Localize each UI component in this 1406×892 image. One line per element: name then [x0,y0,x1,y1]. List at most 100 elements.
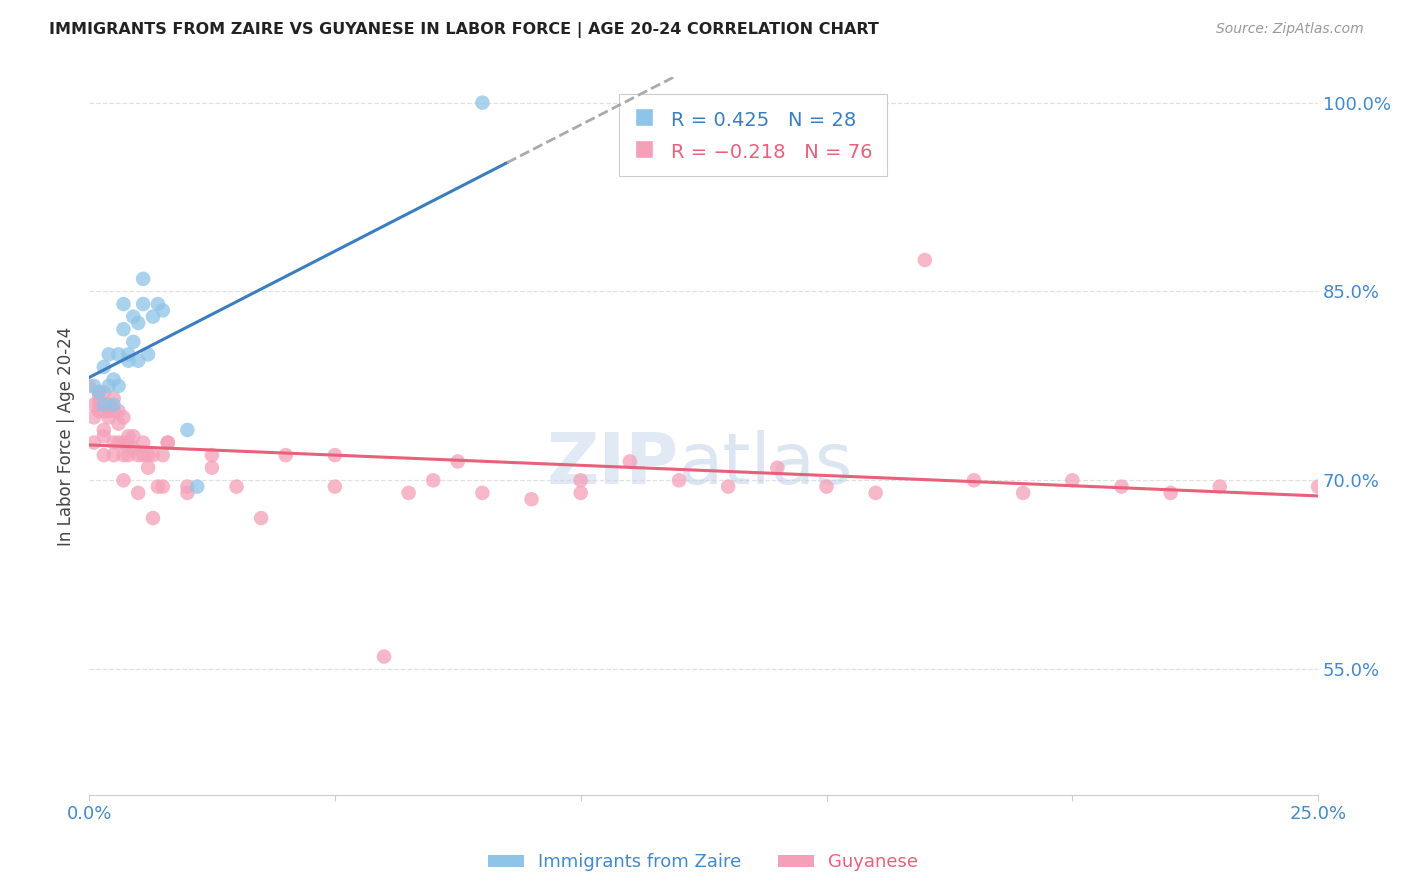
Point [1012,486,1035,500]
Point [127,353,149,368]
Point [93,448,115,462]
Point [93,385,115,400]
Point [83,398,105,412]
Point [717,480,740,494]
Point [152,480,174,494]
Point [152,448,174,462]
Point [323,448,346,462]
Point [136,460,159,475]
Point [132,448,155,462]
Point [201,460,224,475]
Point [83,410,105,425]
Point [132,297,155,311]
Point [1308,480,1330,494]
Point [107,404,129,418]
Point [93,429,115,443]
Point [136,448,159,462]
Point [103,404,125,418]
Point [122,334,145,349]
Point [201,448,224,462]
Point [107,417,129,431]
Point [117,435,139,450]
Point [87,398,110,412]
Point [107,435,129,450]
Point [103,392,125,406]
Point [274,448,297,462]
Point [93,404,115,418]
Point [122,310,145,324]
Point [97,404,120,418]
Text: Source: ZipAtlas.com: Source: ZipAtlas.com [1216,22,1364,37]
Point [323,480,346,494]
Point [103,398,125,412]
Point [176,480,198,494]
Point [132,272,155,286]
Point [127,316,149,330]
Point [103,373,125,387]
Point [471,95,494,110]
Point [97,379,120,393]
Point [152,303,174,318]
Point [569,473,592,487]
Point [93,359,115,374]
Point [766,460,789,475]
Point [136,347,159,361]
Text: atlas: atlas [679,431,853,500]
Point [447,454,470,468]
Point [87,392,110,406]
Point [176,486,198,500]
Point [127,486,149,500]
Text: ZIP: ZIP [547,431,679,500]
Legend: Immigrants from Zaire, Guyanese: Immigrants from Zaire, Guyanese [481,847,925,879]
Point [87,385,110,400]
Point [225,480,247,494]
Point [914,252,936,267]
Point [103,435,125,450]
Point [1062,473,1084,487]
Point [1160,486,1182,500]
Point [122,442,145,456]
Point [520,492,543,507]
Point [176,423,198,437]
Point [146,297,169,311]
Point [142,511,165,525]
Point [117,429,139,443]
Point [156,435,179,450]
Point [112,473,135,487]
Point [373,649,395,664]
Point [112,448,135,462]
Point [132,435,155,450]
Point [112,435,135,450]
Point [97,398,120,412]
Point [83,379,105,393]
Point [97,410,120,425]
Point [186,480,208,494]
Point [422,473,444,487]
Y-axis label: In Labor Force | Age 20-24: In Labor Force | Age 20-24 [58,326,75,546]
Point [1209,480,1232,494]
Point [668,95,690,110]
Point [77,379,100,393]
Point [668,473,690,487]
Point [146,480,169,494]
Point [103,448,125,462]
Text: IMMIGRANTS FROM ZAIRE VS GUYANESE IN LABOR FORCE | AGE 20-24 CORRELATION CHART: IMMIGRANTS FROM ZAIRE VS GUYANESE IN LAB… [49,22,879,38]
Point [569,486,592,500]
Point [142,448,165,462]
Legend: R = 0.425   N = 28, R = −0.218   N = 76: R = 0.425 N = 28, R = −0.218 N = 76 [619,95,887,177]
Point [142,310,165,324]
Point [117,347,139,361]
Point [398,486,420,500]
Point [117,353,139,368]
Point [250,511,273,525]
Point [619,454,641,468]
Point [93,423,115,437]
Point [107,347,129,361]
Point [156,435,179,450]
Point [93,398,115,412]
Point [107,379,129,393]
Point [471,486,494,500]
Point [963,473,986,487]
Point [112,322,135,336]
Point [87,404,110,418]
